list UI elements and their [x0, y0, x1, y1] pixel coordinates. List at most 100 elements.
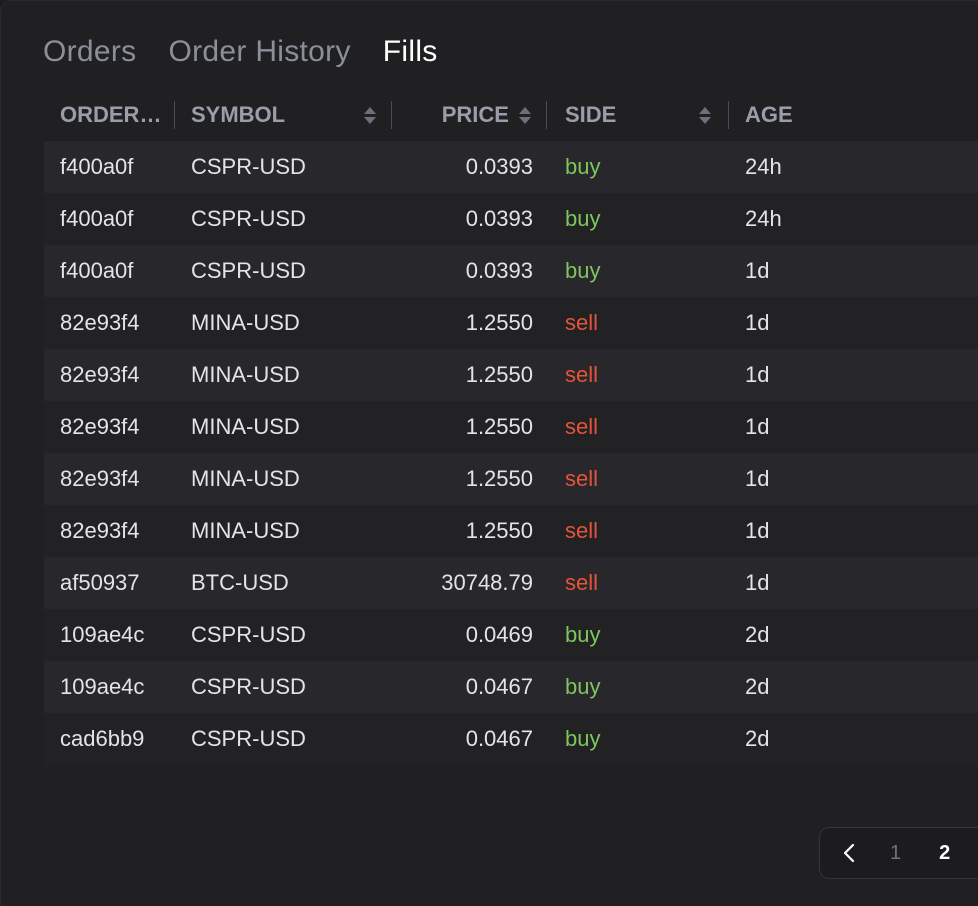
symbol-cell: MINA-USD — [175, 453, 392, 505]
column-header-symbol[interactable]: SYMBOL — [175, 89, 392, 141]
order-id-cell: 82e93f4 — [44, 505, 175, 557]
table-row[interactable]: 109ae4c CSPR-USD 0.0467 buy 2d — [44, 661, 978, 713]
side-cell: buy — [547, 193, 729, 245]
symbol-cell: MINA-USD — [175, 401, 392, 453]
sort-icon[interactable] — [519, 106, 531, 124]
age-cell: 1d — [729, 401, 978, 453]
chevron-left-icon[interactable] — [840, 843, 860, 863]
price-cell: 30748.79 — [392, 557, 547, 609]
age-cell: 1d — [729, 453, 978, 505]
tab-order-history[interactable]: Order History — [168, 35, 351, 68]
side-cell: buy — [547, 713, 729, 765]
price-cell: 0.0469 — [392, 609, 547, 661]
column-header-order-label: ORDER… — [60, 102, 162, 127]
age-cell: 2d — [729, 609, 978, 661]
tab-fills[interactable]: Fills — [382, 35, 438, 68]
page-1-button[interactable]: 1 — [890, 841, 902, 864]
table-row[interactable]: 82e93f4 MINA-USD 1.2550 sell 1d — [44, 401, 978, 453]
order-id-cell: f400a0f — [44, 141, 175, 193]
column-header-price[interactable]: PRICE — [392, 89, 547, 141]
order-id-cell: 109ae4c — [44, 661, 175, 713]
order-id-cell: 82e93f4 — [44, 349, 175, 401]
column-divider[interactable] — [174, 101, 175, 129]
symbol-cell: CSPR-USD — [175, 713, 392, 765]
age-cell: 2d — [729, 713, 978, 765]
fills-table: ORDER… SYMBOL PRICE — [44, 89, 978, 765]
sort-icon[interactable] — [364, 106, 376, 124]
order-id-cell: af50937 — [44, 557, 175, 609]
column-header-order[interactable]: ORDER… — [44, 89, 175, 141]
price-cell: 0.0393 — [392, 193, 547, 245]
symbol-cell: CSPR-USD — [175, 193, 392, 245]
symbol-cell: CSPR-USD — [175, 245, 392, 297]
column-header-age-label: AGE — [745, 102, 793, 127]
table-row[interactable]: f400a0f CSPR-USD 0.0393 buy 1d — [44, 245, 978, 297]
side-cell: sell — [547, 453, 729, 505]
order-id-cell: f400a0f — [44, 193, 175, 245]
table-header-row: ORDER… SYMBOL PRICE — [44, 89, 978, 141]
page-2-button[interactable]: 2 — [939, 841, 951, 864]
price-cell: 0.0467 — [392, 713, 547, 765]
age-cell: 1d — [729, 245, 978, 297]
column-header-side-label: SIDE — [565, 102, 617, 127]
table-row[interactable]: af50937 BTC-USD 30748.79 sell 1d — [44, 557, 978, 609]
age-cell: 24h — [729, 193, 978, 245]
column-divider[interactable] — [728, 101, 729, 129]
symbol-cell: MINA-USD — [175, 505, 392, 557]
column-divider[interactable] — [546, 101, 547, 129]
pagination: 1 2 — [819, 827, 978, 879]
price-cell: 0.0467 — [392, 661, 547, 713]
price-cell: 0.0393 — [392, 245, 547, 297]
column-divider[interactable] — [391, 101, 392, 129]
age-cell: 1d — [729, 557, 978, 609]
side-cell: buy — [547, 245, 729, 297]
table-row[interactable]: cad6bb9 CSPR-USD 0.0467 buy 2d — [44, 713, 978, 765]
price-cell: 0.0393 — [392, 141, 547, 193]
symbol-cell: BTC-USD — [175, 557, 392, 609]
column-header-age[interactable]: AGE — [729, 89, 978, 141]
order-id-cell: cad6bb9 — [44, 713, 175, 765]
column-header-side[interactable]: SIDE — [547, 89, 729, 141]
table-row[interactable]: f400a0f CSPR-USD 0.0393 buy 24h — [44, 193, 978, 245]
table-row[interactable]: f400a0f CSPR-USD 0.0393 buy 24h — [44, 141, 978, 193]
symbol-cell: CSPR-USD — [175, 609, 392, 661]
tab-bar: Orders Order History Fills — [43, 35, 438, 69]
order-id-cell: 82e93f4 — [44, 401, 175, 453]
tab-orders[interactable]: Orders — [43, 35, 137, 68]
price-cell: 1.2550 — [392, 505, 547, 557]
table-row[interactable]: 82e93f4 MINA-USD 1.2550 sell 1d — [44, 349, 978, 401]
symbol-cell: MINA-USD — [175, 297, 392, 349]
side-cell: sell — [547, 297, 729, 349]
order-id-cell: 82e93f4 — [44, 453, 175, 505]
price-cell: 1.2550 — [392, 297, 547, 349]
column-header-symbol-label: SYMBOL — [191, 102, 286, 127]
side-cell: sell — [547, 557, 729, 609]
side-cell: buy — [547, 609, 729, 661]
symbol-cell: CSPR-USD — [175, 141, 392, 193]
age-cell: 24h — [729, 141, 978, 193]
table-row[interactable]: 82e93f4 MINA-USD 1.2550 sell 1d — [44, 505, 978, 557]
side-cell: sell — [547, 401, 729, 453]
symbol-cell: CSPR-USD — [175, 661, 392, 713]
price-cell: 1.2550 — [392, 401, 547, 453]
age-cell: 1d — [729, 349, 978, 401]
age-cell: 1d — [729, 297, 978, 349]
order-id-cell: f400a0f — [44, 245, 175, 297]
order-id-cell: 82e93f4 — [44, 297, 175, 349]
age-cell: 2d — [729, 661, 978, 713]
age-cell: 1d — [729, 505, 978, 557]
sort-icon[interactable] — [699, 106, 711, 124]
price-cell: 1.2550 — [392, 453, 547, 505]
table-row[interactable]: 82e93f4 MINA-USD 1.2550 sell 1d — [44, 453, 978, 505]
symbol-cell: MINA-USD — [175, 349, 392, 401]
order-id-cell: 109ae4c — [44, 609, 175, 661]
price-cell: 1.2550 — [392, 349, 547, 401]
column-header-price-label: PRICE — [441, 102, 509, 127]
table-row[interactable]: 109ae4c CSPR-USD 0.0469 buy 2d — [44, 609, 978, 661]
side-cell: buy — [547, 141, 729, 193]
side-cell: sell — [547, 505, 729, 557]
table-row[interactable]: 82e93f4 MINA-USD 1.2550 sell 1d — [44, 297, 978, 349]
side-cell: sell — [547, 349, 729, 401]
side-cell: buy — [547, 661, 729, 713]
